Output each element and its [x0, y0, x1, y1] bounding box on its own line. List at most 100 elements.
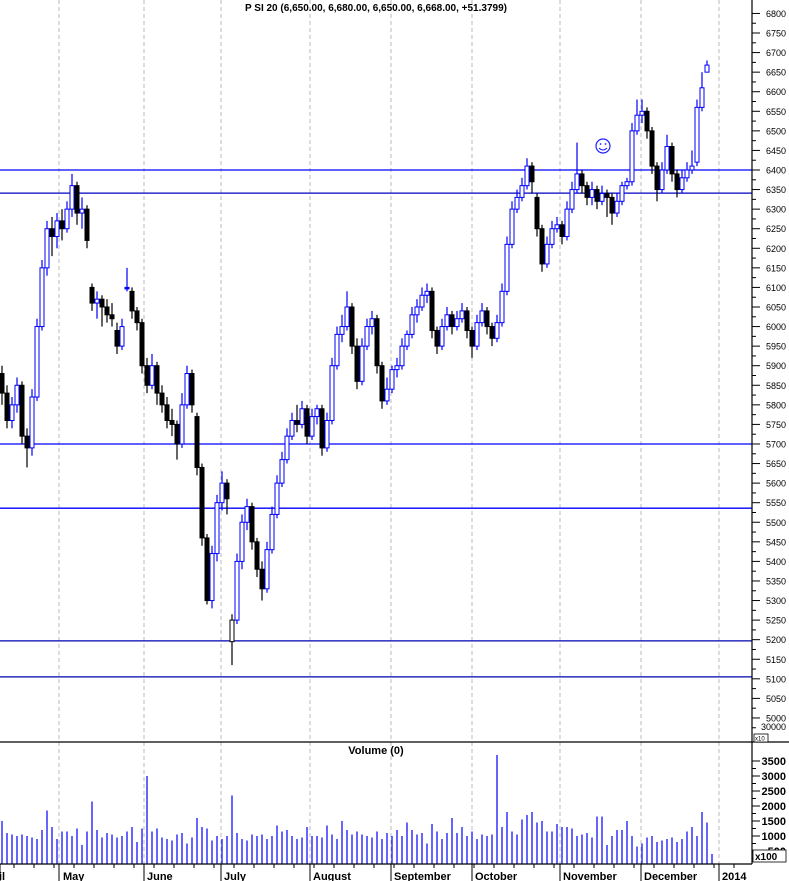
price-tick-label: 5300	[766, 596, 786, 606]
price-tick-label: 5500	[766, 518, 786, 528]
candle	[439, 318, 445, 351]
candle	[299, 400, 305, 429]
candle-body	[504, 243, 510, 292]
candle	[329, 357, 335, 425]
price-tick-label: 6650	[766, 68, 786, 78]
candle-body	[244, 506, 250, 523]
candle	[239, 514, 245, 570]
candle	[69, 173, 75, 217]
candle-body	[9, 404, 15, 421]
candle	[284, 428, 290, 464]
price-tick-label: 6000	[766, 322, 786, 332]
candle-body	[14, 384, 20, 406]
candle	[79, 197, 85, 229]
candle-body	[409, 314, 415, 335]
candle-body	[284, 435, 290, 461]
candle	[579, 170, 585, 194]
price-scale-label: x10	[755, 737, 765, 743]
candle-body	[579, 173, 585, 187]
candle-body	[259, 568, 265, 590]
candle	[304, 404, 310, 444]
candle-body	[609, 196, 615, 214]
candle-body	[349, 306, 355, 347]
candle-body	[464, 310, 470, 331]
candle-body	[174, 423, 180, 445]
candle	[649, 126, 655, 174]
candle	[544, 236, 550, 268]
candle	[334, 326, 340, 370]
price-tick-label: 5000	[766, 713, 786, 723]
candle-body	[304, 408, 310, 437]
candle-body	[374, 318, 380, 367]
candle-body	[199, 466, 205, 539]
candle	[4, 385, 10, 429]
candle	[449, 310, 455, 335]
candle-body	[179, 404, 185, 445]
candle-body	[344, 306, 350, 328]
month-label: June	[147, 871, 173, 881]
candle	[604, 189, 610, 217]
candle-body	[114, 329, 120, 347]
candle	[134, 306, 140, 331]
candle	[44, 220, 50, 276]
candle-body	[484, 310, 490, 328]
candle	[339, 314, 345, 343]
candle-body	[144, 365, 150, 386]
price-tick-label: 5050	[766, 694, 786, 704]
candle-body	[619, 185, 625, 202]
candle-body	[539, 228, 545, 265]
chart-title: P SI 20 (6,650.00, 6,680.00, 6,650.00, 6…	[245, 3, 507, 14]
price-tick-label: 5100	[766, 674, 786, 684]
price-tick-label: 6400	[766, 166, 786, 176]
candle-body	[269, 513, 275, 551]
month-label: October	[475, 871, 518, 881]
candle	[139, 318, 145, 374]
candle	[234, 553, 240, 625]
candle	[74, 181, 80, 225]
candle	[664, 134, 670, 174]
candle-body	[419, 294, 425, 308]
candle-body	[474, 322, 480, 347]
candle-body	[94, 298, 100, 304]
candle-body	[59, 220, 65, 230]
candle	[559, 220, 565, 245]
month-label: December	[644, 871, 698, 881]
candle	[124, 267, 130, 292]
price-tick-label: 6150	[766, 263, 786, 273]
price-tick-label: 5800	[766, 400, 786, 410]
candle	[24, 428, 30, 468]
candle-body	[334, 333, 340, 367]
candle	[289, 412, 295, 441]
price-tick-label: 6600	[766, 87, 786, 97]
candle	[154, 361, 160, 405]
candle-body	[509, 208, 515, 245]
candle	[219, 471, 225, 511]
candle-body	[19, 384, 25, 437]
candle-body	[164, 404, 170, 421]
price-tick-label: 5450	[766, 537, 786, 547]
candle-body	[29, 396, 35, 449]
candle	[389, 365, 395, 394]
volume-scale-label: x100	[755, 852, 778, 863]
price-tick-label: 6050	[766, 302, 786, 312]
candle-body	[249, 506, 255, 543]
candle-body	[629, 130, 635, 183]
candle-body	[479, 310, 485, 324]
price-tick-label: 5600	[766, 479, 786, 489]
candle	[29, 389, 35, 456]
candle	[59, 209, 65, 241]
month-label: 2014	[722, 871, 747, 881]
candle	[244, 498, 250, 531]
volume-title: Volume (0)	[348, 745, 404, 757]
candle-body	[554, 224, 560, 230]
candle	[499, 283, 505, 327]
candle-body	[439, 326, 445, 347]
candle	[279, 451, 285, 488]
candle-body	[264, 549, 270, 590]
candle	[464, 306, 470, 339]
candle	[574, 142, 580, 194]
candle	[534, 193, 540, 237]
month-label: November	[563, 871, 618, 881]
candle	[104, 299, 110, 323]
